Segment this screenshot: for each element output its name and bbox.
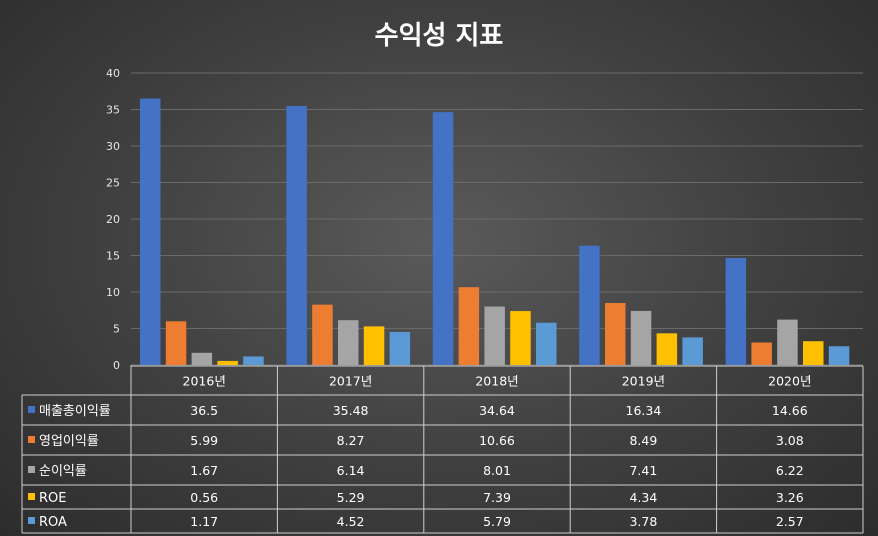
data-label: 4.52 — [337, 514, 365, 529]
data-label: 10.66 — [479, 433, 515, 448]
gridlines — [131, 72, 863, 366]
data-label: 7.41 — [629, 463, 657, 478]
bar — [140, 98, 161, 366]
legend-key — [28, 517, 35, 524]
data-label: 35.48 — [333, 403, 369, 418]
legend-key — [28, 406, 35, 413]
data-label: 3.26 — [776, 490, 804, 505]
category-label: 2017년 — [329, 374, 372, 389]
category-label: 2018년 — [475, 374, 518, 389]
data-label: 8.27 — [337, 433, 365, 448]
bar — [286, 105, 307, 365]
legend-entry: 매출총이익률 — [39, 404, 111, 419]
data-label: 4.34 — [629, 490, 657, 505]
bar — [656, 333, 678, 365]
data-label: 0.56 — [190, 490, 218, 505]
legend-key — [28, 466, 35, 473]
bar — [630, 310, 652, 365]
bars — [140, 98, 850, 366]
bar — [312, 304, 333, 365]
y-tick-label: 30 — [106, 140, 120, 153]
category-label: 2020년 — [768, 374, 811, 389]
bar — [484, 306, 505, 365]
data-label: 3.08 — [776, 433, 804, 448]
bar — [605, 303, 626, 365]
bar — [338, 320, 359, 365]
legend-entry: ROA — [39, 515, 67, 530]
bar — [579, 245, 600, 365]
category-label: 2016년 — [183, 374, 226, 389]
bar — [682, 337, 703, 365]
data-label: 3.78 — [629, 514, 657, 529]
data-label: 7.39 — [483, 490, 511, 505]
y-tick-label: 15 — [106, 250, 120, 263]
bar — [389, 332, 411, 365]
legend-entry: 영업이익률 — [39, 434, 99, 449]
y-tick-label: 10 — [106, 286, 120, 299]
y-tick-label: 40 — [106, 67, 120, 80]
y-tick-label: 25 — [106, 177, 120, 190]
data-label: 1.67 — [190, 463, 218, 478]
data-label: 34.64 — [479, 403, 515, 418]
data-label: 8.49 — [629, 433, 657, 448]
legend-key — [28, 493, 35, 500]
legend-entry: 순이익률 — [39, 464, 87, 479]
data-label: 6.22 — [776, 463, 804, 478]
data-label: 5.79 — [483, 514, 511, 529]
bar — [510, 311, 531, 365]
bar — [217, 360, 238, 365]
data-label: 14.66 — [772, 403, 808, 418]
bar — [432, 112, 454, 366]
bar — [828, 346, 850, 365]
y-tick-label: 0 — [113, 359, 120, 372]
bar — [363, 326, 385, 365]
y-tick-label: 35 — [106, 104, 120, 117]
legend-entry: ROE — [39, 491, 66, 506]
data-label: 8.01 — [483, 463, 511, 478]
y-axis: 0 5 10 15 20 25 30 35 40 — [106, 67, 120, 372]
bar — [458, 287, 480, 365]
bar — [751, 342, 772, 365]
bar — [536, 322, 557, 365]
bar — [803, 341, 824, 365]
data-label: 5.29 — [337, 490, 365, 505]
data-label: 36.5 — [190, 403, 218, 418]
data-label: 1.17 — [190, 514, 218, 529]
bar — [243, 356, 264, 365]
data-label: 16.34 — [626, 403, 662, 418]
y-tick-label: 20 — [106, 213, 120, 226]
category-label: 2019년 — [622, 374, 665, 389]
bar — [725, 257, 747, 365]
bar — [777, 319, 798, 365]
chart-title: 수익성 지표 — [375, 21, 504, 51]
data-label: 5.99 — [190, 433, 218, 448]
data-label: 2.57 — [776, 514, 804, 529]
data-label: 6.14 — [337, 463, 365, 478]
y-tick-label: 5 — [113, 323, 120, 336]
legend-key — [28, 436, 35, 443]
bar — [191, 352, 213, 365]
bar — [165, 321, 187, 365]
